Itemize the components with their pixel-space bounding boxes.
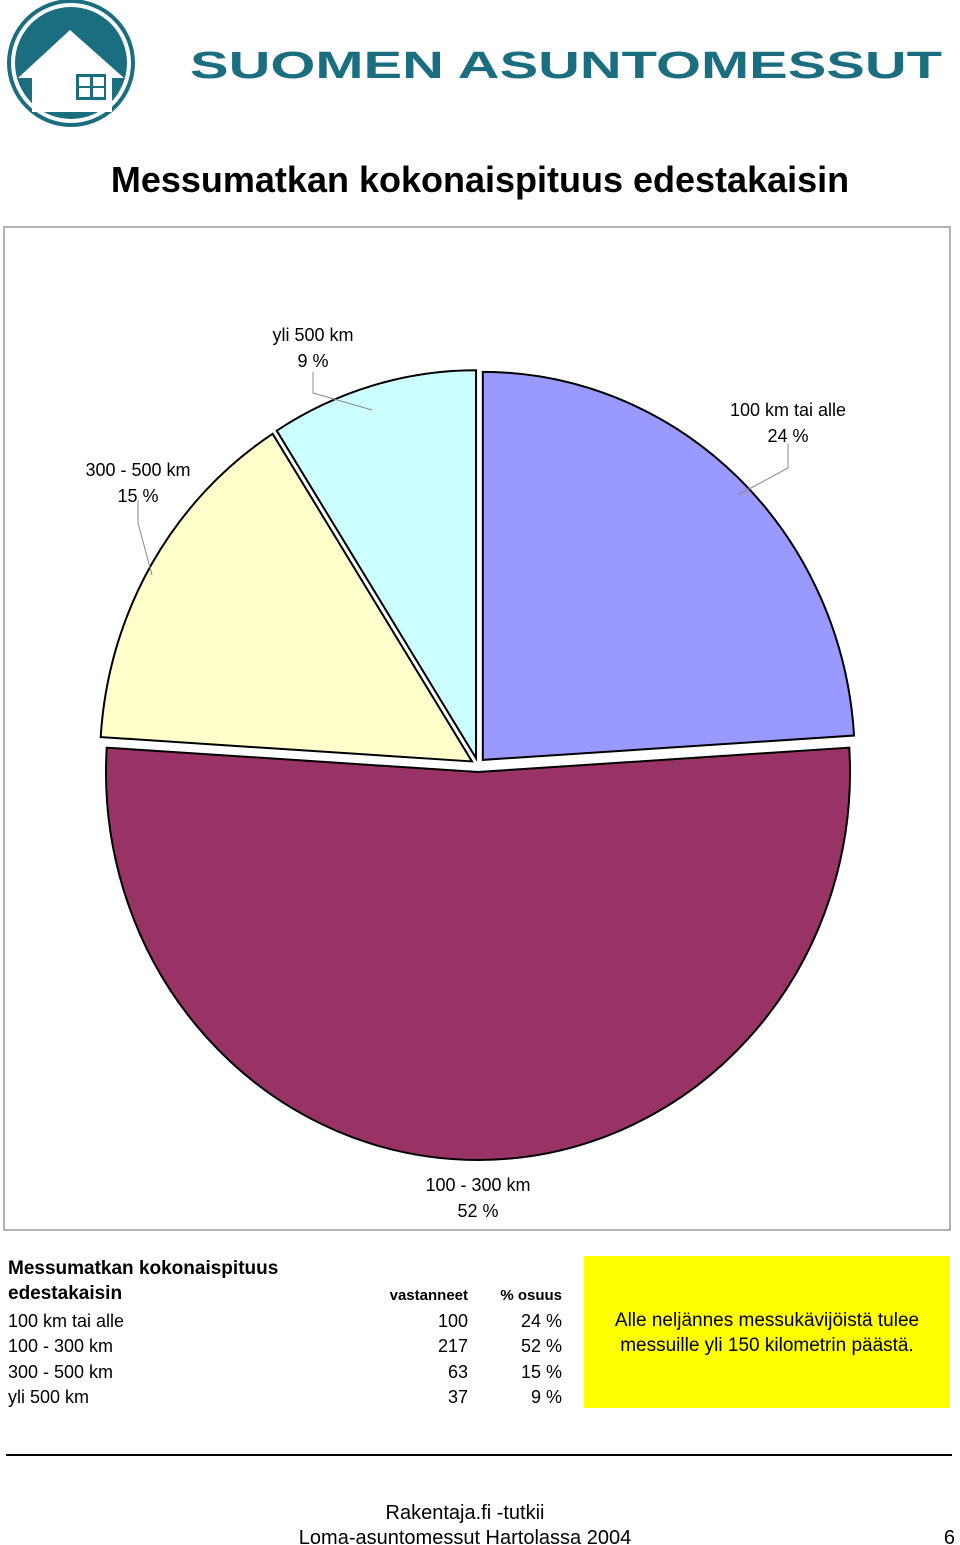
table-cell-number: 24 %	[520, 1310, 562, 1331]
pie: 100 km tai alle 24 % 100 - 300 km 52 % 300 -…	[85, 325, 856, 1221]
chart-title: Messumatkan kokonaispituus edestakaisin	[111, 159, 849, 200]
slice-label: yli 500 km	[272, 325, 353, 345]
table-cell-number: 100	[437, 1310, 468, 1331]
slice-value-label: 9 %	[297, 351, 328, 371]
data-table: vastanneet % osuus 100 km tai alle 100 24 %…	[8, 1283, 562, 1411]
table-cell-number: 9 %	[530, 1387, 562, 1408]
footer-line: Rakentaja.fi -tutkii	[386, 1502, 545, 1524]
slice-label: 100 km tai alle	[730, 400, 846, 420]
page-number: 6	[944, 1527, 955, 1545]
table-cell-number: 52 %	[520, 1336, 562, 1357]
table-cell-label: 300 - 500 km	[8, 1361, 114, 1382]
logo	[7, 0, 135, 127]
table-cell-number: 37	[447, 1387, 468, 1408]
brand: SUOMEN ASUNTOMESSUT	[190, 45, 942, 87]
leaders	[137, 372, 789, 576]
pie-slice	[275, 369, 478, 762]
footer-line: Loma-asuntomessut Hartolassa 2004	[299, 1527, 631, 1545]
table-cell-number: 15 %	[520, 1361, 562, 1382]
table-cell-number: 63	[447, 1361, 468, 1382]
slice-label: 300 - 500 km	[85, 460, 190, 480]
note-box: Alle neljännes messukävijöistä tulee mes…	[584, 1256, 950, 1408]
table-title: Messumatkan kokonaispituus edestakaisin	[8, 1258, 279, 1304]
slice-value-label: 24 %	[767, 426, 808, 446]
table-cell-label: 100 - 300 km	[8, 1336, 114, 1357]
table-row: 100 km tai alle 100 24 %	[8, 1309, 562, 1335]
table-cell-label: yli 500 km	[8, 1387, 90, 1408]
table-row: 100 - 300 km 217 52 %	[8, 1334, 562, 1360]
table-cell-number: 217	[437, 1336, 468, 1357]
column-header: vastanneet	[389, 1287, 468, 1305]
column-header: % osuus	[500, 1287, 562, 1305]
table-row: yli 500 km 37 9 %	[8, 1385, 562, 1411]
pie-slice	[99, 432, 474, 763]
pie-slice	[481, 370, 856, 761]
table-row: 300 - 500 km 63 15 %	[8, 1360, 562, 1386]
pie-slice	[105, 746, 851, 1161]
note: Alle neljännes messukävijöistä tulee mes…	[614, 1310, 920, 1356]
slice-value-label: 15 %	[117, 486, 158, 506]
table-cell-label: 100 km tai alle	[8, 1310, 125, 1331]
slice-value-label: 52 %	[457, 1201, 498, 1221]
chart-frame	[3, 226, 951, 1231]
slice-label: 100 - 300 km	[425, 1175, 530, 1195]
